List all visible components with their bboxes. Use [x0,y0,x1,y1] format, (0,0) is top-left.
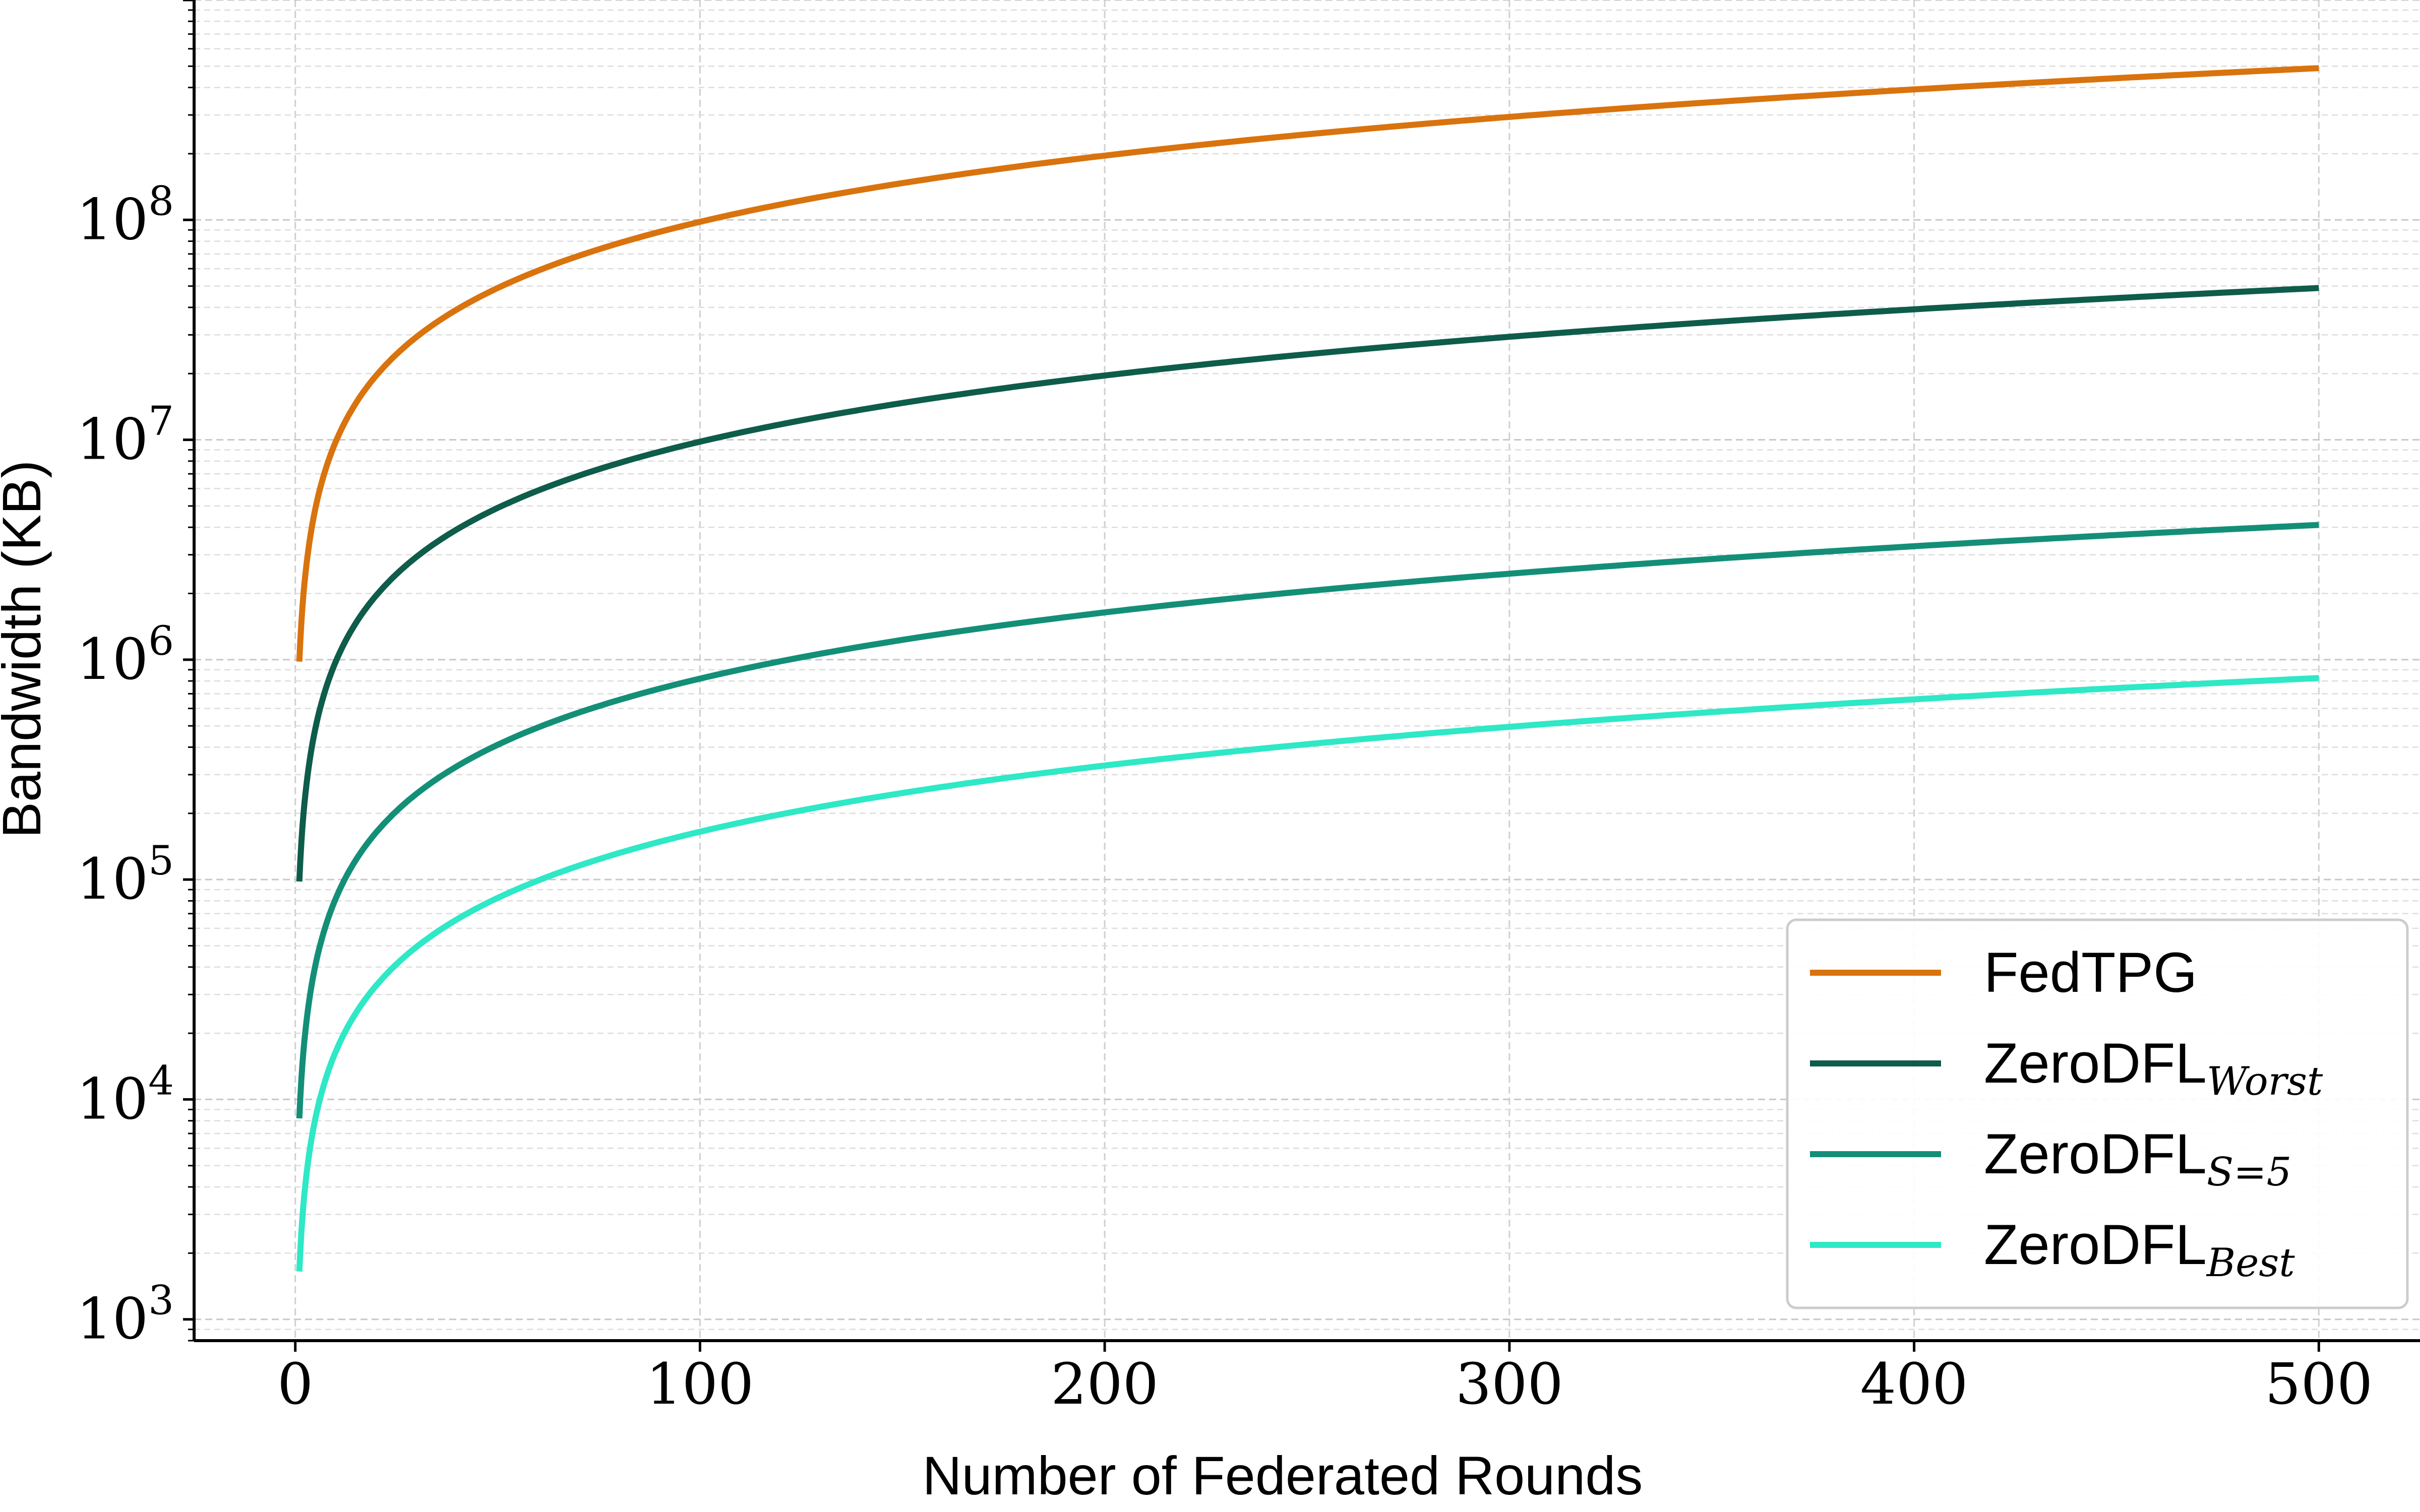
y-tick-label: 106 [77,617,174,692]
legend-label: FedTPG [1984,941,2197,1004]
series-line-zerodfl-best [296,675,2319,1272]
series-layer [296,65,2319,1272]
series-line-zerodfl-worst [296,285,2319,882]
x-tick-label: 0 [277,1352,313,1417]
legend-label: ZeroDFLBest [1984,1213,2295,1286]
x-axis-label: Number of Federated Rounds [923,1445,1643,1506]
y-tick-label: 104 [77,1057,174,1132]
x-tick-label: 300 [1456,1352,1563,1417]
series-line-fedtpg [296,65,2319,662]
x-tick-label: 100 [646,1352,754,1417]
y-axis-label: Bandwidth (KB) [0,460,52,838]
y-tick-label: 108 [77,177,174,253]
legend-box [1786,918,2409,1309]
legend-items: FedTPG ZeroDFLWorst ZeroDFLS=5 ZeroDFLBest [1810,941,2323,1286]
y-tick-label: 107 [77,398,174,473]
ticks-layer: 0 100 200 300 400 500 103 104 105 106 107 108 [77,0,2373,1417]
x-tick-label: 500 [2265,1352,2373,1417]
x-tick-label: 200 [1051,1352,1159,1417]
y-tick-label: 105 [77,837,174,912]
series-line-zerodfl-s5 [296,522,2319,1119]
x-tick-label: 400 [1860,1352,1968,1417]
legend: FedTPG ZeroDFLWorst ZeroDFLS=5 ZeroDFLBest [1786,918,2409,1309]
y-tick-label: 103 [77,1277,174,1352]
legend-label: ZeroDFLWorst [1984,1032,2323,1104]
legend-label: ZeroDFLS=5 [1984,1122,2291,1195]
